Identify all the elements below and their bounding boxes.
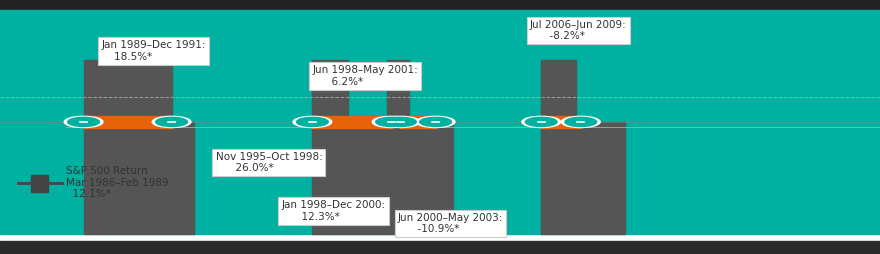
Circle shape [297,117,328,126]
Text: Jan 1998–Dec 2000:
      12.3%*: Jan 1998–Dec 2000: 12.3%* [282,200,385,222]
Circle shape [156,117,187,126]
Bar [312,122,409,234]
Circle shape [522,116,561,128]
Text: Nov 1995–Oct 1998:
      26.0%*: Nov 1995–Oct 1998: 26.0%* [216,152,322,173]
Bar [400,122,453,234]
Circle shape [152,116,191,128]
Bar [312,60,348,122]
Bar [541,60,576,122]
Bar [541,116,581,128]
Text: Jun 2000–May 2003:
      -10.9%*: Jun 2000–May 2003: -10.9%* [398,213,503,234]
Bar [0,122,880,234]
Text: Jan 1989–Dec 1991:
    18.5%*: Jan 1989–Dec 1991: 18.5%* [101,40,206,62]
Bar [541,122,625,234]
Bar [0,0,880,9]
Bar [84,116,172,128]
Bar [387,60,409,122]
Circle shape [372,116,411,128]
Circle shape [561,116,600,128]
Circle shape [420,117,451,126]
Circle shape [565,117,597,126]
Circle shape [525,117,557,126]
Circle shape [416,116,455,128]
Bar [0,10,880,122]
Circle shape [64,116,103,128]
Circle shape [68,117,99,126]
Bar [84,60,172,122]
Circle shape [381,116,420,128]
Circle shape [376,117,407,126]
Bar [0,241,880,254]
Text: Jun 1998–May 2001:
      6.2%*: Jun 1998–May 2001: 6.2%* [312,65,418,87]
Bar [400,116,436,128]
Circle shape [385,117,416,126]
Text: S&P 500 Return
Mar 1986–Feb 1989
  12.1%*: S&P 500 Return Mar 1986–Feb 1989 12.1%* [66,166,169,199]
Circle shape [293,116,332,128]
Bar [31,175,48,192]
Bar [312,116,392,128]
Bar [84,122,194,234]
Text: Jul 2006–Jun 2009:
      -8.2%*: Jul 2006–Jun 2009: -8.2%* [530,20,627,41]
